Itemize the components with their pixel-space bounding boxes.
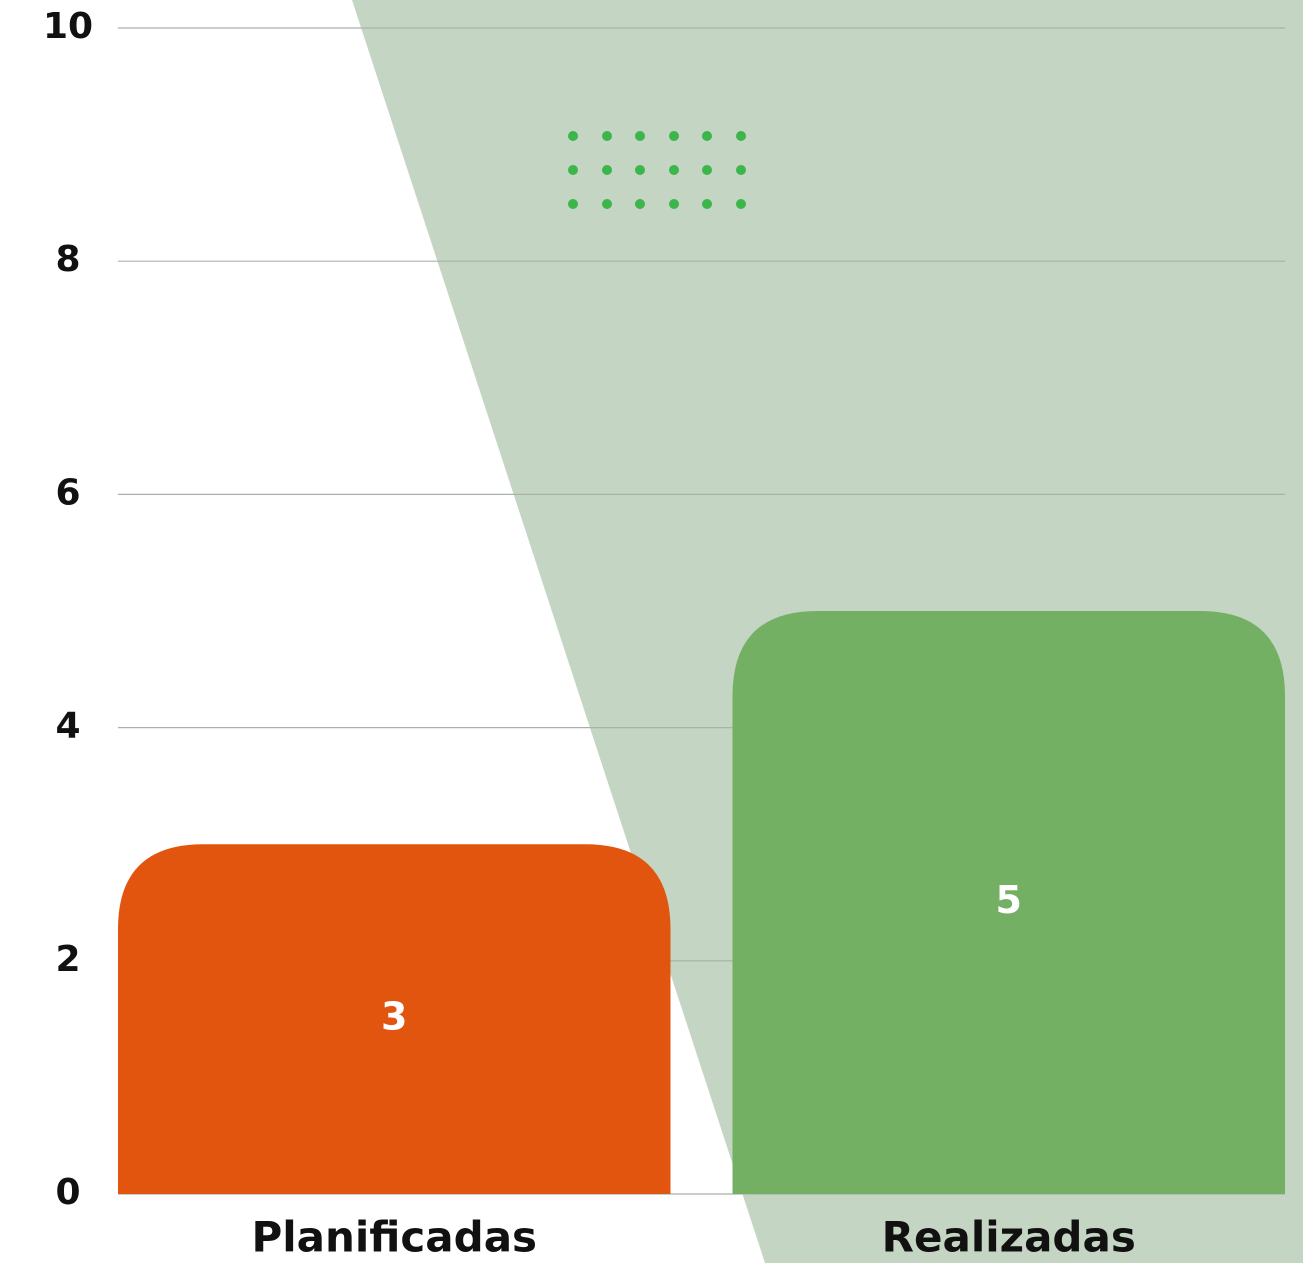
y-tick-label: 2	[55, 939, 80, 980]
bar	[732, 611, 1285, 1194]
y-tick-label: 10	[43, 6, 93, 47]
y-tick-label: 6	[55, 472, 80, 513]
value-label: 5	[996, 878, 1022, 922]
value-label: 3	[381, 995, 407, 1039]
dot-pattern	[568, 131, 746, 209]
y-tick-label: 4	[55, 706, 80, 747]
y-tick-label: 8	[55, 239, 80, 280]
x-tick-label: Planificadas	[251, 1213, 537, 1262]
x-tick-label: Realizadas	[882, 1213, 1136, 1262]
y-tick-label: 0	[55, 1172, 80, 1213]
bar	[118, 844, 671, 1194]
